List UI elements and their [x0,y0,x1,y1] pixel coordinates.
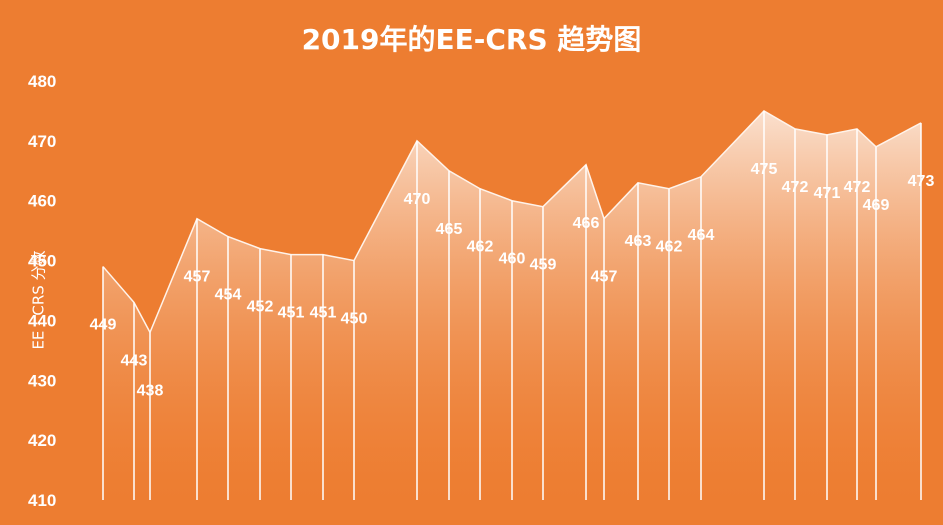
data-label: 449 [90,317,117,334]
data-label: 457 [184,269,211,286]
data-label: 462 [656,239,683,256]
data-label: 450 [341,311,368,328]
y-tick-label: 410 [28,491,56,510]
data-label: 438 [137,382,164,399]
data-label: 471 [814,185,841,202]
data-label: 460 [499,251,526,268]
data-label: 466 [573,215,600,232]
y-tick-label: 420 [28,431,56,450]
data-label: 464 [688,227,715,244]
y-tick-label: 450 [28,252,56,271]
y-tick-label: 460 [28,192,56,211]
data-label: 454 [215,287,242,304]
data-label: 457 [591,269,618,286]
data-label: 443 [121,352,148,369]
chart-title: 2019年的EE-CRS 趋势图 [301,23,642,56]
data-label: 451 [310,305,337,322]
data-label: 452 [247,299,274,316]
y-tick-label: 430 [28,371,56,390]
y-tick-label: 440 [28,311,56,330]
data-label: 469 [863,197,890,214]
data-label: 472 [844,179,871,196]
data-label: 465 [436,221,463,238]
data-label: 451 [278,305,305,322]
data-label: 472 [782,179,809,196]
data-label: 462 [467,239,494,256]
y-tick-label: 480 [28,72,56,91]
data-label: 459 [530,257,557,274]
data-label: 473 [908,173,935,190]
data-label: 475 [751,161,778,178]
y-tick-label: 470 [28,132,56,151]
data-label: 470 [404,191,431,208]
data-label: 463 [625,233,652,250]
